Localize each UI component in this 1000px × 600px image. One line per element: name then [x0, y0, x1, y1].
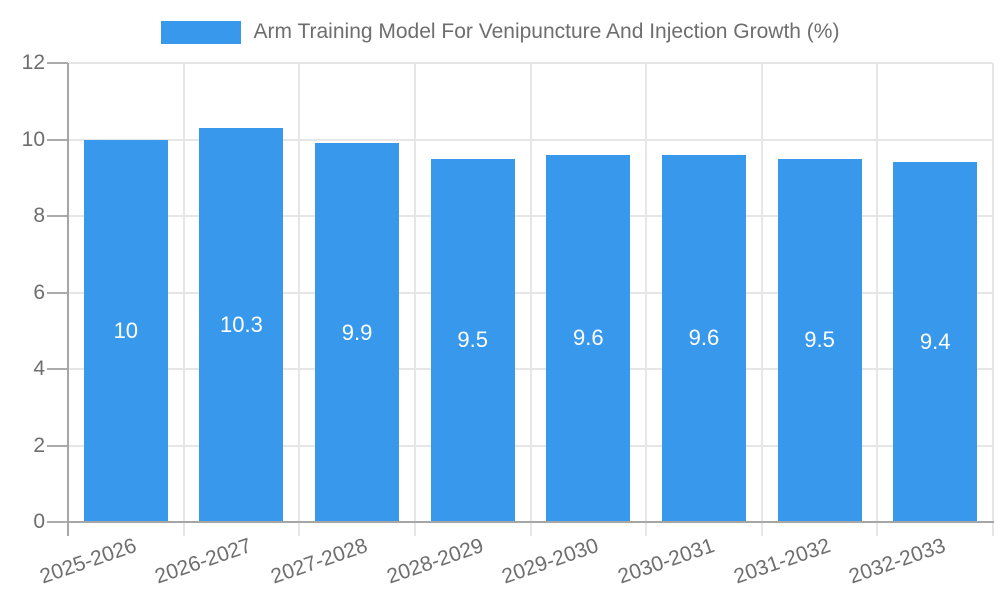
bar[interactable]	[199, 128, 284, 521]
y-axis-tick-label: 0	[33, 510, 45, 533]
y-axis-tick	[47, 368, 68, 370]
v-gridline	[876, 63, 879, 536]
y-axis-tick	[47, 62, 68, 64]
v-gridline	[760, 63, 763, 536]
y-axis-tick	[47, 138, 68, 141]
y-axis-tick	[47, 291, 68, 294]
y-axis-tick-label: 8	[33, 204, 45, 227]
v-gridline	[992, 63, 994, 536]
legend-swatch	[160, 20, 241, 44]
chart-legend-item[interactable]: Arm Training Model For Venipuncture And …	[0, 19, 1000, 45]
y-axis-tick-label: 6	[33, 280, 45, 304]
bar[interactable]	[83, 139, 168, 521]
bar[interactable]	[661, 154, 746, 521]
y-axis-tick-label: 10	[21, 127, 45, 151]
y-axis-tick	[47, 521, 68, 523]
y-axis-tick	[47, 444, 68, 447]
y-axis-tick-label: 4	[33, 357, 45, 380]
bar[interactable]	[315, 143, 400, 521]
bar[interactable]	[430, 158, 515, 521]
bar[interactable]	[546, 154, 631, 521]
y-axis-tick	[47, 215, 68, 217]
y-axis-tick-label: 2	[33, 433, 45, 457]
v-gridline	[529, 63, 532, 536]
v-gridline	[298, 63, 301, 536]
bar[interactable]	[893, 162, 978, 521]
legend-label: Arm Training Model For Venipuncture And …	[253, 20, 840, 43]
x-axis-line	[67, 521, 994, 523]
y-axis-line	[67, 63, 69, 536]
y-axis-tick-label: 12	[21, 51, 45, 74]
v-gridline	[645, 63, 648, 536]
v-gridline	[182, 63, 185, 536]
bar[interactable]	[777, 158, 862, 521]
v-gridline	[413, 63, 416, 536]
